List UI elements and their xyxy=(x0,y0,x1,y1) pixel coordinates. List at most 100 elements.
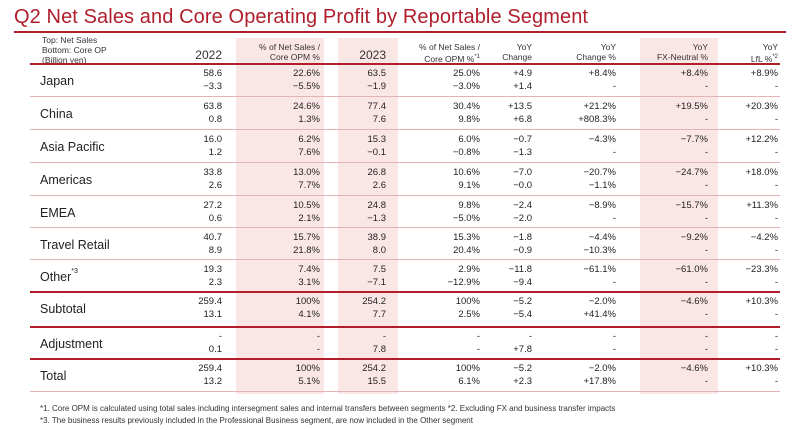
net-sales-cell: −7.7% xyxy=(680,134,708,145)
net-sales-cell: 24.6% xyxy=(293,101,320,112)
net-sales-cell: 13.0% xyxy=(293,167,320,178)
net-sales-cell: +13.5 xyxy=(507,101,532,112)
net-sales-cell: 19.3 xyxy=(203,264,223,275)
table-legend: Top: Net Sales Bottom: Core OP (Billion … xyxy=(42,35,107,65)
net-sales-cell: 27.2 xyxy=(203,200,223,211)
net-sales-cell: 2.9% xyxy=(458,264,480,275)
net-sales-cell: −61.0% xyxy=(675,264,709,275)
header-2022: 2022 xyxy=(195,48,222,62)
legend-line-bottom: Bottom: Core OP xyxy=(42,45,107,55)
core-op-cell: 9.8% xyxy=(458,114,480,125)
net-sales-cell: 10.5% xyxy=(293,200,320,211)
net-sales-cell: +10.3% xyxy=(745,363,779,374)
header-2023: 2023 xyxy=(359,48,386,62)
row-divider xyxy=(30,96,780,97)
header-yoy-change: YoY Change xyxy=(502,42,532,62)
core-op-cell: +41.4% xyxy=(583,309,617,320)
net-sales-cell: 63.5 xyxy=(367,68,387,79)
core-op-cell: −3.0% xyxy=(452,81,480,92)
net-sales-cell: −20.7% xyxy=(583,167,617,178)
core-op-cell: - xyxy=(704,376,708,387)
net-sales-cell: +8.4% xyxy=(680,68,708,79)
net-sales-cell: +11.3% xyxy=(746,200,778,211)
core-op-cell: - xyxy=(704,245,708,256)
segment-name: Travel Retail xyxy=(40,238,110,252)
core-op-cell: +2.3 xyxy=(513,376,532,387)
shade-fx-neutral xyxy=(640,38,718,394)
net-sales-cell: −5.2 xyxy=(513,296,532,307)
footnote-1: *1. Core OPM is calculated using total s… xyxy=(40,404,616,413)
segment-name: Adjustment xyxy=(40,337,103,351)
net-sales-cell: 63.8 xyxy=(203,101,223,112)
core-op-cell: 7.6 xyxy=(372,114,386,125)
net-sales-cell: 16.0 xyxy=(203,134,223,145)
net-sales-cell: 38.9 xyxy=(367,232,387,243)
core-op-cell: - xyxy=(774,309,778,320)
net-sales-cell: +4.9 xyxy=(513,68,532,79)
net-sales-cell: +12.2% xyxy=(745,134,779,145)
net-sales-cell: 7.4% xyxy=(298,264,320,275)
core-op-cell: - xyxy=(704,114,708,125)
core-op-cell: −0.1 xyxy=(367,147,386,158)
shade-2023 xyxy=(338,38,398,394)
core-op-cell: 8.0 xyxy=(372,245,386,256)
header-pct-2022: % of Net Sales / Core OPM % xyxy=(259,42,320,62)
net-sales-cell: −15.7% xyxy=(675,200,709,211)
core-op-cell: - xyxy=(612,147,616,158)
row-divider xyxy=(30,326,780,328)
segment-name: China xyxy=(40,107,73,121)
net-sales-cell: - xyxy=(316,331,320,342)
row-divider xyxy=(30,391,780,392)
header-fx-neutral: YoY FX-Neutral % xyxy=(656,42,708,62)
core-op-cell: 3.1% xyxy=(298,277,320,288)
net-sales-cell: - xyxy=(528,331,532,342)
core-op-cell: −1.9 xyxy=(367,81,386,92)
core-op-cell: +808.3% xyxy=(578,114,616,125)
row-divider xyxy=(30,129,780,130)
net-sales-cell: 24.8 xyxy=(367,200,387,211)
header-yoy-change-pct: YoY Change % xyxy=(576,42,616,62)
net-sales-cell: 58.6 xyxy=(203,68,223,79)
net-sales-cell: −23.3% xyxy=(745,264,779,275)
segment-name: Other*3 xyxy=(40,268,78,284)
core-op-cell: +17.8% xyxy=(583,376,617,387)
row-divider xyxy=(30,259,780,260)
segment-name: Asia Pacific xyxy=(40,140,105,154)
net-sales-cell: +18.0% xyxy=(745,167,779,178)
segment-name: Americas xyxy=(40,173,93,187)
core-op-cell: −0.9 xyxy=(513,245,532,256)
net-sales-cell: 100% xyxy=(455,296,480,307)
net-sales-cell: 15.7% xyxy=(293,232,320,243)
row-divider xyxy=(30,195,780,196)
net-sales-cell: 22.6% xyxy=(293,68,320,79)
core-op-cell: −9.4 xyxy=(513,277,532,288)
core-op-cell: - xyxy=(704,81,708,92)
net-sales-cell: −4.6% xyxy=(680,363,708,374)
header-pct-2023: % of Net Sales / Core OPM %*1 xyxy=(419,42,480,64)
row-divider xyxy=(30,162,780,163)
core-op-cell: 2.5% xyxy=(458,309,480,320)
net-sales-cell: 33.8 xyxy=(203,167,223,178)
net-sales-cell: 7.5 xyxy=(372,264,386,275)
core-op-cell: 2.3 xyxy=(208,277,222,288)
core-op-cell: - xyxy=(316,344,320,355)
net-sales-cell: −24.7% xyxy=(675,167,709,178)
net-sales-cell: −2.4 xyxy=(513,200,532,211)
net-sales-cell: 77.4 xyxy=(367,101,387,112)
core-op-cell: −10.3% xyxy=(583,245,617,256)
header-lfl: YoY LfL %*2 xyxy=(750,42,778,64)
net-sales-cell: 100% xyxy=(295,296,320,307)
net-sales-cell: 26.8 xyxy=(367,167,387,178)
core-op-cell: - xyxy=(774,147,778,158)
net-sales-cell: 30.4% xyxy=(453,101,480,112)
core-op-cell: - xyxy=(774,81,778,92)
net-sales-cell: −4.4% xyxy=(588,232,616,243)
core-op-cell: −1.3 xyxy=(513,147,532,158)
core-op-cell: 13.1 xyxy=(203,309,223,320)
net-sales-cell: 25.0% xyxy=(453,68,480,79)
net-sales-cell: +21.2% xyxy=(583,101,617,112)
net-sales-cell: −2.0% xyxy=(588,296,616,307)
core-op-cell: −3.3 xyxy=(203,81,222,92)
core-op-cell: - xyxy=(612,344,616,355)
core-op-cell: - xyxy=(704,180,708,191)
